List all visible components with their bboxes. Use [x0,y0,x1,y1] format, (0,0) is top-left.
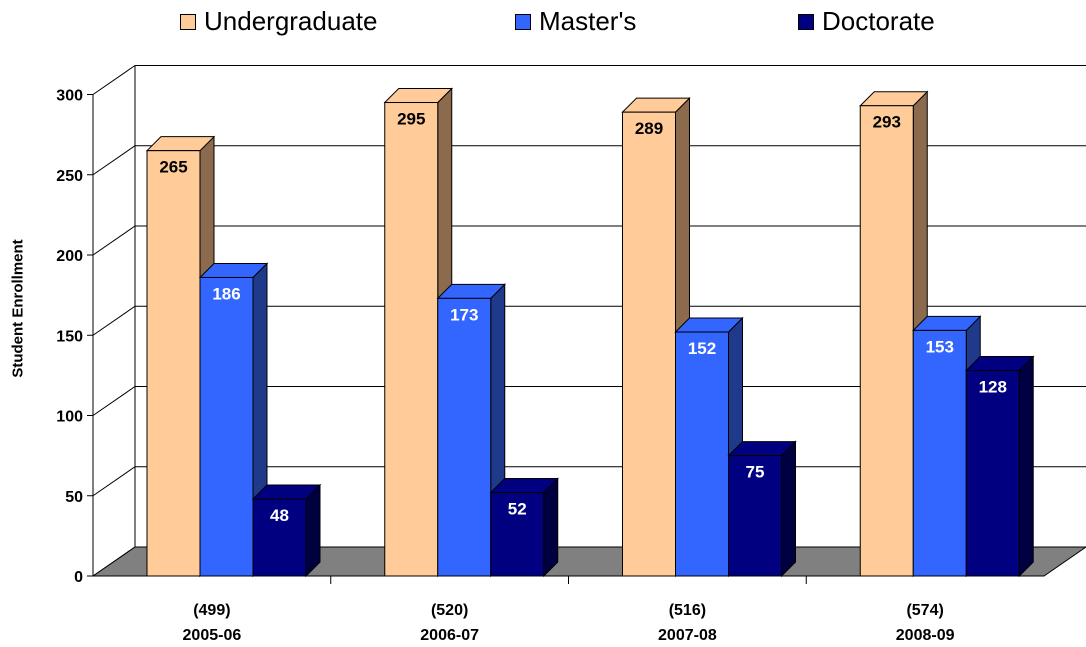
data-label: 289 [635,119,663,138]
data-label: 153 [926,337,954,356]
data-label: 152 [688,339,716,358]
bar-side [781,440,796,578]
gridline-side [92,305,136,336]
legend-item-undergraduate: Undergraduate [180,6,377,37]
data-label: 295 [397,110,425,129]
bar [199,276,254,577]
y-tick-label: 50 [65,489,83,506]
x-tick-label: 2006-07 [420,627,479,644]
x-tick-label: 2008-09 [896,627,955,644]
y-tick-label: 250 [56,168,83,185]
x-total-label: (516) [669,602,706,619]
bar [728,455,782,577]
x-total-label: (574) [906,602,943,619]
x-tick-label: 2005-06 [183,627,242,644]
bar-side [543,477,559,578]
gridline-side [92,386,136,416]
gridline-side [92,145,136,176]
data-label: 52 [508,500,527,519]
legend: Undergraduate Master's Doctorate [0,6,1086,42]
bar [622,111,676,577]
gridline-side [92,65,136,95]
bar [675,331,729,577]
data-label: 173 [450,305,478,324]
y-tick-label: 300 [56,88,83,105]
bar [490,492,545,577]
bar-side [1018,355,1034,578]
x-tick-label: 2007-08 [658,627,717,644]
bar [252,498,307,577]
legend-label-undergraduate: Undergraduate [204,6,378,36]
data-label: 265 [159,158,187,177]
data-label: 48 [270,506,289,525]
legend-label-doctorate: Doctorate [822,6,935,36]
data-label: 186 [212,284,240,303]
bar [859,105,914,577]
bar [912,329,967,577]
y-tick-label: 200 [56,248,83,265]
legend-item-doctorate: Doctorate [798,6,935,37]
data-label: 75 [746,463,765,482]
legend-swatch-undergraduate [180,13,196,30]
bar [437,297,492,577]
legend-swatch-masters [515,13,531,30]
y-tick-label: 150 [56,328,83,345]
gridline-side [92,466,136,497]
bar [384,102,439,577]
legend-item-masters: Master's [515,6,636,37]
legend-label-masters: Master's [539,6,637,36]
bar-side [305,483,321,578]
x-total-label: (520) [431,602,468,619]
bar [965,370,1020,577]
legend-swatch-doctorate [798,13,814,30]
gridline-side [92,225,136,256]
bar [146,150,201,577]
y-tick-label: 0 [74,569,83,586]
data-label: 293 [873,113,901,132]
y-tick-label: 100 [56,409,83,426]
x-total-label: (499) [193,602,230,619]
data-label: 128 [979,378,1007,397]
